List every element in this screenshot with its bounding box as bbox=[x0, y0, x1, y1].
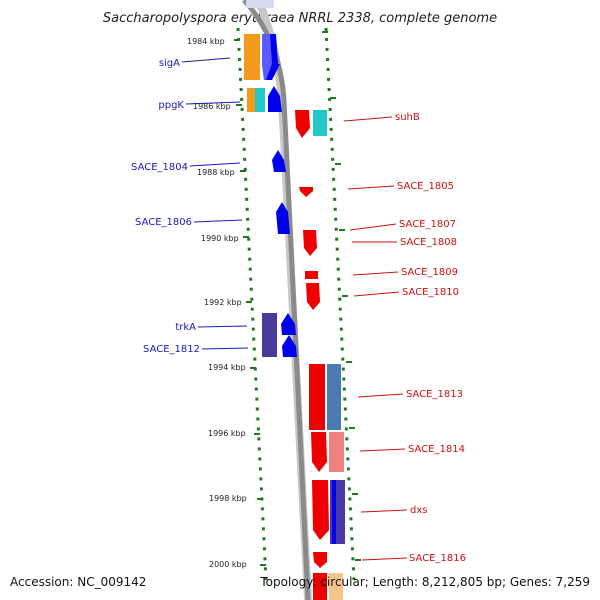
suhB-gene-arrow[interactable] bbox=[295, 110, 310, 138]
kbp-label-1986: 1986 kbp bbox=[193, 102, 231, 111]
kbp-label-1996: 1996 kbp bbox=[208, 429, 246, 438]
ppgK-gene-arrow[interactable] bbox=[268, 86, 282, 112]
SACE_1804-gene-arrow[interactable] bbox=[272, 150, 286, 172]
label-SACE_1813[interactable]: SACE_1813 bbox=[406, 389, 463, 400]
label-SACE_1808[interactable]: SACE_1808 bbox=[400, 237, 457, 248]
label-SACE_1809[interactable]: SACE_1809 bbox=[401, 267, 458, 278]
kbp-label-1992: 1992 kbp bbox=[204, 298, 242, 307]
SACE_1816-gene-arrow[interactable] bbox=[313, 552, 327, 568]
scale-ticks: 1984 kbp 1986 kbp 1988 kbp 1990 kbp 1992… bbox=[187, 31, 361, 569]
SACE_1805-gene-arrow[interactable] bbox=[299, 187, 313, 197]
dna-top-cap bbox=[246, 0, 274, 8]
trkA-gene-arrow[interactable] bbox=[281, 313, 296, 335]
left-scale-track bbox=[236, 27, 268, 581]
SACE_1809-gene-arrow[interactable] bbox=[305, 271, 318, 279]
SACE_1813-gene-body[interactable] bbox=[309, 364, 325, 430]
label-dxs[interactable]: dxs bbox=[410, 505, 427, 516]
label-SACE_1816[interactable]: SACE_1816 bbox=[409, 553, 466, 564]
kbp-label-1988: 1988 kbp bbox=[197, 168, 235, 177]
label-sigA[interactable]: sigA bbox=[159, 58, 180, 69]
label-SACE_1807[interactable]: SACE_1807 bbox=[399, 219, 456, 230]
right-gene-labels: suhB SACE_1805 SACE_1807 SACE_1808 SACE_… bbox=[343, 112, 466, 564]
map-title: Saccharopolyspora erythraea NRRL 2338, c… bbox=[103, 11, 497, 26]
SACE_1812-gene-arrow[interactable] bbox=[282, 335, 297, 357]
label-SACE_1814[interactable]: SACE_1814 bbox=[408, 444, 465, 455]
SACE_1814-feature-pink[interactable] bbox=[329, 432, 344, 472]
SACE_1806-gene-arrow[interactable] bbox=[276, 202, 290, 234]
ppgK-feature-orange[interactable] bbox=[247, 88, 255, 112]
dxs-gene-arrow[interactable] bbox=[312, 480, 329, 540]
right-scale-track bbox=[324, 27, 356, 581]
trkA-feature-purple[interactable] bbox=[262, 313, 277, 357]
suhB-feature-cyan[interactable] bbox=[313, 110, 327, 136]
left-gene-labels: sigA ppgK SACE_1804 SACE_1806 trkA SACE_… bbox=[131, 57, 249, 355]
kbp-label-2000: 2000 kbp bbox=[209, 560, 247, 569]
label-SACE_1806[interactable]: SACE_1806 bbox=[135, 217, 192, 228]
label-ppgK[interactable]: ppgK bbox=[158, 100, 184, 111]
reverse-strand-features bbox=[295, 110, 345, 600]
label-suhB[interactable]: suhB bbox=[395, 112, 420, 123]
label-SACE_1804[interactable]: SACE_1804 bbox=[131, 162, 188, 173]
label-SACE_1812[interactable]: SACE_1812 bbox=[143, 344, 200, 355]
SACE_1808-gene-arrow[interactable] bbox=[303, 230, 317, 256]
topology-text: Topology: circular; Length: 8,212,805 bp… bbox=[259, 575, 590, 589]
SACE_1814-gene-arrow[interactable] bbox=[311, 432, 327, 472]
forward-strand-features bbox=[244, 34, 297, 357]
sigA-feature-orange[interactable] bbox=[244, 34, 260, 80]
accession-text: Accession: NC_009142 bbox=[10, 575, 146, 589]
next-feature-orange[interactable] bbox=[329, 573, 343, 600]
kbp-label-1998: 1998 kbp bbox=[209, 494, 247, 503]
kbp-label-1984: 1984 kbp bbox=[187, 37, 225, 46]
kbp-label-1994: 1994 kbp bbox=[208, 363, 246, 372]
label-SACE_1805[interactable]: SACE_1805 bbox=[397, 181, 454, 192]
label-SACE_1810[interactable]: SACE_1810 bbox=[402, 287, 459, 298]
next-gene-body[interactable] bbox=[313, 573, 327, 600]
label-trkA[interactable]: trkA bbox=[175, 322, 196, 333]
kbp-label-1990: 1990 kbp bbox=[201, 234, 239, 243]
ppgK-feature-cyan[interactable] bbox=[255, 88, 265, 112]
SACE_1813-feature-steel[interactable] bbox=[327, 364, 341, 430]
SACE_1810-gene-arrow[interactable] bbox=[306, 283, 320, 310]
